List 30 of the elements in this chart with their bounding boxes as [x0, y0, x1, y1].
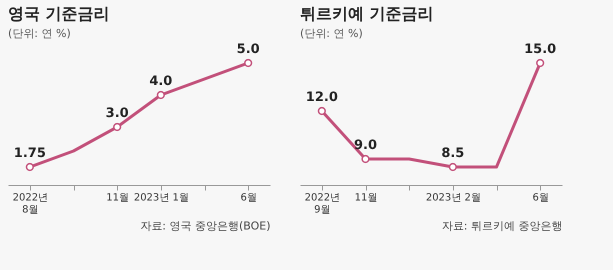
data-label: 4.0	[149, 74, 172, 89]
text: 자료: 영국 중앙은행(BOE)	[140, 220, 270, 232]
point	[244, 58, 252, 68]
point	[113, 122, 122, 132]
point	[361, 154, 370, 164]
text: 자료: 튀르키예 중앙은행	[442, 220, 562, 232]
chart-title: 튀르키예 기준금리	[300, 4, 434, 23]
point	[448, 162, 457, 172]
chart-subtitle: (단위: 연 %)	[8, 27, 71, 40]
x-tick-label: 2023년 1월	[134, 192, 189, 204]
x-tick-label: 11월	[106, 192, 130, 204]
data-label: 9.0	[354, 138, 378, 153]
x-tick-label: 6월	[532, 192, 549, 204]
x-tick-label: 11월	[354, 192, 378, 204]
chart-title: 영국 기준금리	[8, 4, 110, 23]
data-label: 5.0	[236, 42, 260, 57]
x-tick-label: 6월	[240, 192, 257, 204]
data-label: 8.5	[441, 146, 464, 161]
data-label: 3.0	[106, 106, 129, 121]
chart-subtitle: (단위: 연 %)	[300, 27, 363, 40]
point	[536, 58, 544, 68]
point	[156, 90, 165, 100]
point	[318, 106, 326, 116]
point	[26, 162, 34, 172]
data-label: 15.0	[524, 42, 556, 57]
x-tick-label: 2023년 2월	[426, 192, 481, 204]
data-label: 12.0	[306, 90, 338, 105]
x-tick-label: 2022년 9월	[304, 192, 340, 216]
x-tick-label: 2022년 8월	[12, 192, 48, 216]
data-label: 1.75	[14, 146, 46, 161]
